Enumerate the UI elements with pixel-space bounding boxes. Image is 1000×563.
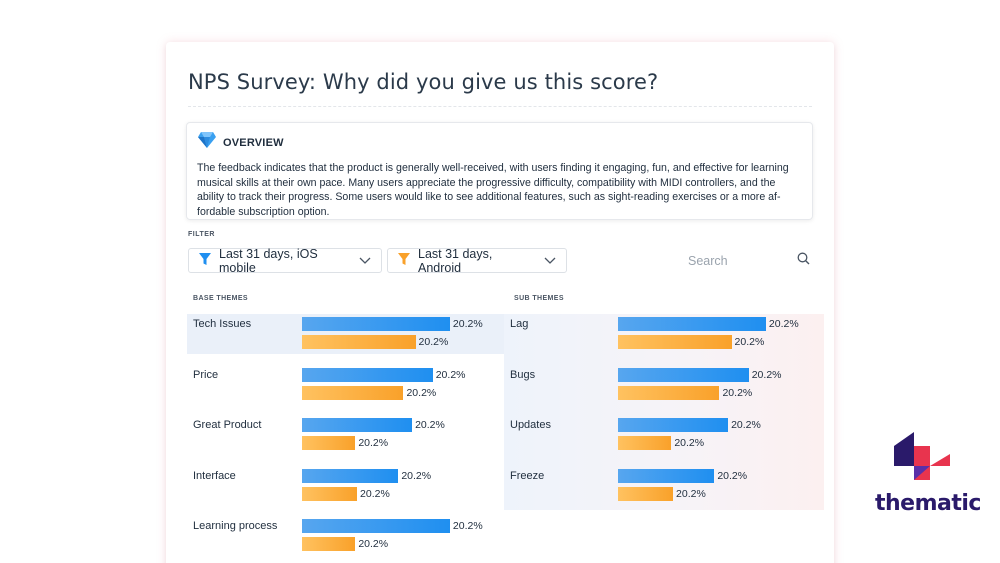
blue-bar	[302, 519, 450, 533]
search-input[interactable]	[688, 253, 788, 268]
orange-bar-value: 20.2%	[722, 386, 753, 399]
chevron-down-icon	[359, 254, 371, 268]
blue-bar	[302, 418, 413, 432]
orange-bar-value: 20.2%	[418, 336, 449, 348]
base-theme-row[interactable]: Tech Issues 20.2% 20.2%	[187, 314, 504, 354]
blue-bar-value: 20.2%	[731, 419, 761, 431]
orange-bar	[618, 335, 732, 349]
filter-label: FILTER	[188, 231, 215, 238]
orange-bar-value: 20.2%	[358, 437, 389, 449]
filter-chip-android[interactable]: Last 31 days, Android	[387, 246, 567, 275]
chevron-down-icon	[544, 254, 556, 268]
filter-chip-ios[interactable]: Last 31 days, iOS mobile	[188, 246, 382, 275]
base-themes-header: BASE THEMES	[193, 295, 248, 302]
blue-bar-value: 20.2%	[435, 368, 466, 381]
orange-bar-value: 20.2%	[734, 336, 765, 348]
blue-bar-value: 20.2%	[452, 520, 483, 532]
sub-theme-row[interactable]: Lag 20.2% 20.2%	[504, 314, 824, 354]
blue-bar	[302, 317, 450, 331]
filter-chip-label: Last 31 days, iOS mobile	[219, 246, 318, 275]
sub-theme-label: Updates	[510, 419, 551, 431]
sub-theme-row[interactable]: Updates 20.2% 20.2%	[504, 415, 824, 455]
blue-bar	[618, 317, 766, 331]
base-theme-row[interactable]: Great Product 20.2% 20.2%	[187, 415, 504, 455]
orange-bar	[302, 385, 404, 400]
orange-bar	[302, 486, 358, 501]
blue-bar	[618, 367, 749, 382]
overview-label: OVERVIEW	[223, 136, 284, 149]
overview-text: The feedback indicates that the product …	[197, 162, 789, 218]
blue-bar	[302, 468, 399, 483]
orange-bar	[618, 486, 674, 501]
blue-bar-value: 20.2%	[452, 318, 483, 330]
orange-bar	[302, 436, 356, 450]
sub-theme-label: Lag	[510, 318, 529, 330]
orange-bar-value: 20.2%	[360, 487, 390, 500]
blue-bar	[618, 468, 715, 483]
base-theme-label: Price	[193, 368, 219, 381]
sub-theme-row[interactable]: Bugs 20.2% 20.2%	[504, 365, 824, 405]
orange-bar-value: 20.2%	[358, 538, 389, 550]
sub-theme-label: Bugs	[510, 368, 536, 381]
orange-bar-value: 20.2%	[406, 386, 437, 399]
base-theme-row[interactable]: Learning process 20.2% 20.2%	[187, 516, 504, 556]
blue-bar-value: 20.2%	[768, 318, 799, 330]
orange-bar	[302, 537, 356, 551]
survey-card: NPS Survey: Why did you give us this sco…	[166, 42, 834, 563]
sub-themes-header: SUB THEMES	[514, 295, 564, 302]
orange-bar-value: 20.2%	[676, 487, 706, 500]
page-title: NPS Survey: Why did you give us this sco…	[188, 70, 659, 94]
base-theme-label: Learning process	[193, 520, 278, 532]
search-icon[interactable]	[797, 252, 810, 270]
blue-bar-value: 20.2%	[401, 469, 432, 482]
blue-bar-value: 20.2%	[415, 419, 445, 431]
thematic-logo-mark	[874, 432, 974, 522]
thematic-wordmark: thematic	[875, 491, 981, 516]
filter-icon	[398, 252, 410, 269]
orange-bar-value: 20.2%	[674, 437, 705, 449]
orange-bar	[302, 335, 416, 349]
sub-theme-label: Freeze	[510, 469, 545, 482]
blue-bar	[302, 367, 433, 382]
base-theme-label: Tech Issues	[193, 318, 252, 330]
blue-bar	[618, 418, 729, 432]
search-box[interactable]	[678, 248, 816, 273]
blue-bar-value: 20.2%	[717, 469, 748, 482]
diamond-icon	[197, 131, 217, 154]
base-theme-label: Interface	[193, 469, 236, 482]
orange-bar	[618, 385, 720, 400]
filter-icon	[199, 252, 211, 269]
base-theme-row[interactable]: Interface 20.2% 20.2%	[187, 466, 504, 506]
filter-chip-label: Last 31 days, Android	[418, 246, 493, 275]
title-divider	[188, 106, 812, 107]
base-theme-label: Great Product	[193, 419, 262, 431]
sub-theme-row[interactable]: Freeze 20.2% 20.2%	[504, 466, 824, 506]
blue-bar-value: 20.2%	[751, 368, 782, 381]
orange-bar	[618, 436, 672, 450]
base-theme-row[interactable]: Price 20.2% 20.2%	[187, 365, 504, 405]
overview-panel: OVERVIEW The feedback indicates that the…	[186, 122, 813, 220]
